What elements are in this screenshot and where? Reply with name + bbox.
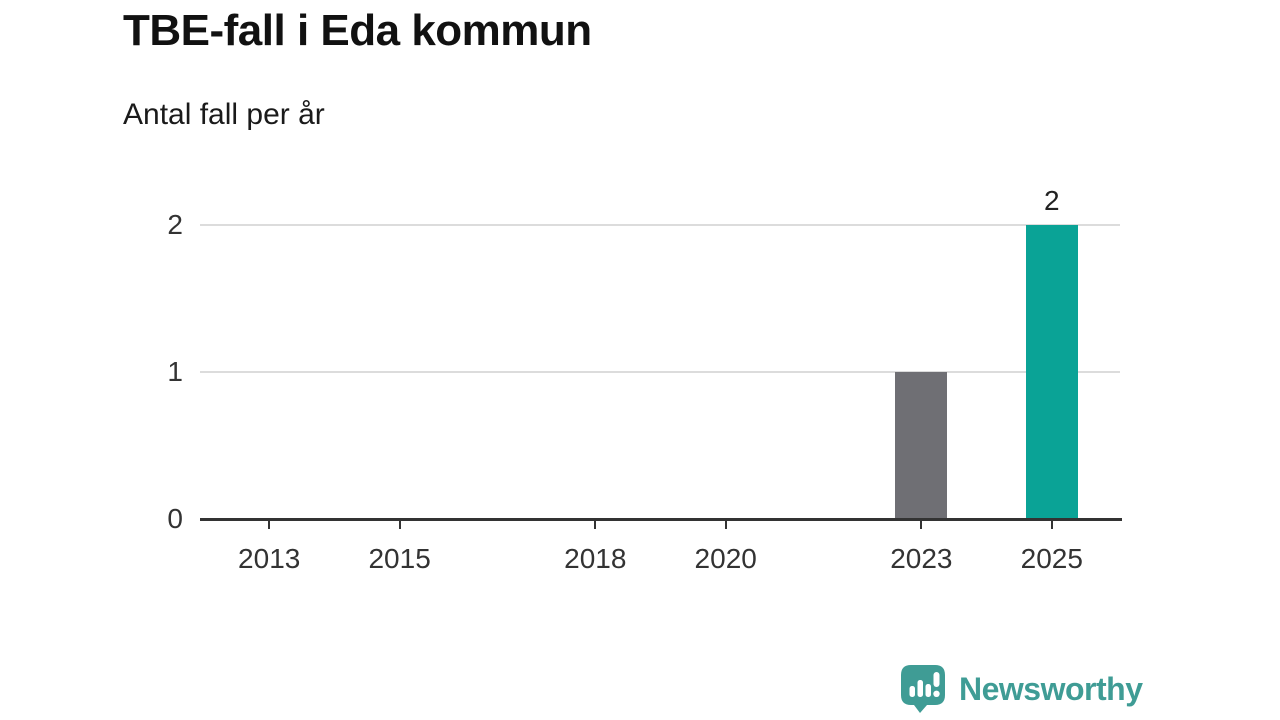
y-axis-tick-label: 2 — [167, 209, 183, 240]
gridline-y-2 — [200, 224, 1120, 226]
x-axis-tick-mark — [724, 521, 727, 529]
chart-title: TBE-fall i Eda kommun — [123, 6, 592, 55]
mini-bar-3 — [925, 684, 931, 697]
y-axis-tick-label: 1 — [167, 356, 183, 387]
x-axis-tick-mark — [398, 521, 401, 529]
brand-name: Newsworthy — [959, 670, 1143, 707]
x-axis-tick-mark — [268, 521, 271, 529]
x-axis-tick-mark — [920, 521, 923, 529]
x-axis-tick-label: 2025 — [1020, 543, 1083, 574]
chart-subtitle: Antal fall per år — [123, 98, 325, 131]
gridline-y-1 — [200, 371, 1120, 373]
x-axis-tick-mark — [594, 521, 597, 529]
brand-footer: Newsworthy — [901, 664, 1143, 714]
bar-2023 — [895, 372, 948, 519]
x-axis-tick-label: 2018 — [564, 543, 627, 574]
x-axis-tick-mark — [1050, 521, 1053, 529]
mini-bar-1 — [909, 686, 915, 697]
x-axis-tick-label: 2023 — [890, 543, 953, 574]
x-axis-tick-label: 2015 — [368, 543, 431, 574]
x-axis-tick-label: 2013 — [238, 543, 301, 574]
bar-2025 — [1025, 225, 1078, 519]
x-axis-baseline — [200, 518, 1122, 521]
newsworthy-logo-icon — [901, 665, 945, 713]
exclamation-stroke — [933, 672, 940, 687]
bar-value-label-2025: 2 — [1043, 185, 1060, 216]
x-axis-tick-label: 2020 — [694, 543, 757, 574]
exclamation-dot — [933, 690, 940, 697]
y-axis-tick-label: 0 — [167, 503, 183, 534]
mini-bar-2 — [917, 680, 923, 697]
